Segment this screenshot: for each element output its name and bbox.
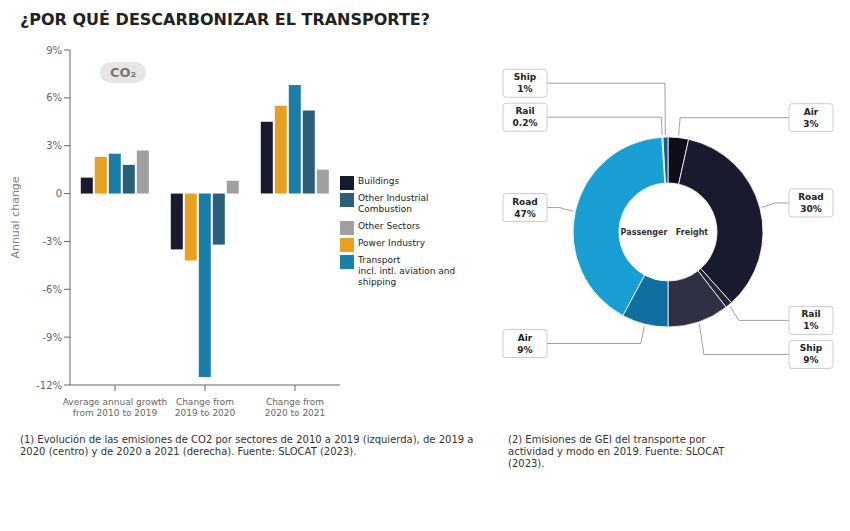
- svg-text:Rail: Rail: [801, 309, 820, 319]
- svg-text:9%: 9%: [517, 345, 532, 355]
- html-text:Power Industry: Power Industry: [358, 238, 426, 248]
- svg-text:Ship: Ship: [514, 72, 537, 82]
- svg-text:Air: Air: [804, 107, 819, 117]
- svg-text:Ship: Ship: [800, 343, 823, 353]
- svg-text:-3%: -3%: [43, 236, 62, 247]
- svg-text:Rail: Rail: [515, 106, 534, 116]
- html-text:CO₂: CO₂: [110, 65, 137, 80]
- svg-text:Road: Road: [798, 192, 824, 202]
- svg-text:Air: Air: [518, 333, 533, 343]
- svg-text:9%: 9%: [46, 45, 62, 56]
- svg-text:Annual change: Annual change: [9, 176, 22, 258]
- svg-text:-6%: -6%: [43, 284, 62, 295]
- html-text:Transport incl. intl. aviation: Transport incl. intl. aviation and shipp…: [358, 255, 456, 287]
- svg-text:3%: 3%: [46, 140, 62, 151]
- html-text:Passenger: Passenger: [620, 227, 668, 237]
- svg-text:6%: 6%: [46, 92, 62, 103]
- svg-text:-12%: -12%: [36, 380, 62, 391]
- html-text:(2) Emisiones de GEI del trans: (2) Emisiones de GEI del transporte por …: [508, 434, 725, 469]
- html-text:Buildings: Buildings: [358, 176, 400, 186]
- html-text:Other Sectors: Other Sectors: [358, 221, 420, 231]
- svg-text:Change from2019 to 2020: Change from2019 to 2020: [175, 397, 236, 418]
- svg-text:Average annual growthfrom 2010: Average annual growthfrom 2010 to 2019: [63, 397, 168, 418]
- svg-text:1%: 1%: [517, 84, 532, 94]
- svg-text:47%: 47%: [514, 209, 536, 219]
- html-text:Freight: Freight: [675, 227, 709, 237]
- html-text:(1) Evolución de las emisiones: (1) Evolución de las emisiones de CO2 po…: [20, 434, 474, 457]
- html-text:¿POR QUÉ DESCARBONIZAR EL TRAN: ¿POR QUÉ DESCARBONIZAR EL TRANSPORTE?: [20, 10, 431, 29]
- svg-text:9%: 9%: [803, 355, 818, 365]
- svg-text:30%: 30%: [800, 204, 822, 214]
- svg-text:0.2%: 0.2%: [513, 118, 538, 128]
- svg-text:Road: Road: [512, 197, 538, 207]
- html-text:Other Industrial Combustion: Other Industrial Combustion: [358, 193, 429, 214]
- svg-text:-9%: -9%: [43, 332, 62, 343]
- svg-text:3%: 3%: [803, 119, 818, 129]
- svg-text:0: 0: [56, 188, 62, 199]
- svg-text:Change from2020 to 2021: Change from2020 to 2021: [265, 397, 326, 418]
- svg-text:1%: 1%: [803, 321, 818, 331]
